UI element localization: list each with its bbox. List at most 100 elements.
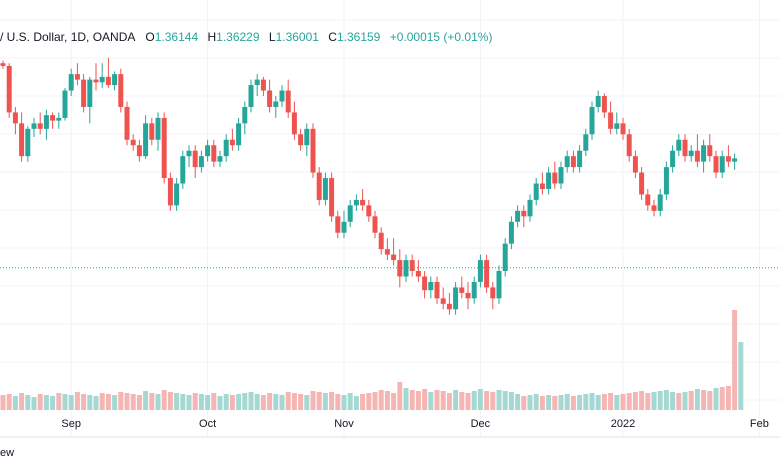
candle xyxy=(409,254,415,277)
volume-bar xyxy=(589,393,595,410)
candle xyxy=(105,57,111,88)
volume-bar xyxy=(130,394,136,410)
candle xyxy=(694,134,700,168)
candle xyxy=(608,101,614,135)
volume-bar xyxy=(577,395,583,410)
candle xyxy=(50,112,56,129)
candle-body xyxy=(415,271,421,277)
volume-bar xyxy=(620,394,626,410)
candle xyxy=(670,145,676,173)
volume-bar xyxy=(105,394,111,410)
candle-body xyxy=(620,123,626,135)
candle-body xyxy=(149,123,155,140)
candle-body xyxy=(533,183,539,200)
candle-body xyxy=(205,145,211,157)
volume-bar xyxy=(595,395,601,410)
volume-bar xyxy=(136,395,142,410)
volume-bar xyxy=(614,395,620,410)
x-tick-label: Sep xyxy=(61,418,81,430)
candle-body xyxy=(453,287,459,310)
candle xyxy=(62,87,68,121)
volume-bar xyxy=(223,394,229,410)
candle-body xyxy=(112,74,118,86)
volume-bar xyxy=(149,393,155,410)
candle xyxy=(285,79,291,118)
candle xyxy=(248,79,254,113)
candle-body xyxy=(446,303,452,310)
candle xyxy=(397,249,403,288)
candle-body xyxy=(682,139,688,157)
candle-body xyxy=(608,112,614,129)
volume-bar xyxy=(143,391,149,410)
price-candles xyxy=(0,57,738,315)
volume-bar xyxy=(186,395,192,410)
volume-bar xyxy=(198,394,204,410)
volume-bar xyxy=(217,396,223,410)
candle xyxy=(645,188,651,211)
candle xyxy=(515,205,521,228)
candle xyxy=(366,199,372,222)
candle xyxy=(713,150,719,179)
candle-body xyxy=(694,150,700,162)
volume-bar xyxy=(645,393,651,410)
candle xyxy=(378,227,384,255)
volume-bar xyxy=(546,395,552,410)
candle xyxy=(68,68,74,97)
close-label: C xyxy=(328,30,337,44)
candle xyxy=(725,145,731,168)
candle-body xyxy=(198,156,204,168)
candle xyxy=(732,153,738,170)
volume-bar xyxy=(465,393,471,410)
candle xyxy=(273,96,279,118)
candle-body xyxy=(248,85,254,107)
volume-bar xyxy=(161,390,167,410)
volume-bar xyxy=(384,391,390,410)
candle-body xyxy=(589,106,595,135)
volume-bar xyxy=(403,388,409,410)
volume-bar xyxy=(167,392,173,410)
candle xyxy=(211,139,217,168)
candle-body xyxy=(384,249,390,255)
volume-bar xyxy=(267,393,273,410)
volume-bar xyxy=(490,392,496,410)
volume-bar xyxy=(229,395,235,410)
candle-body xyxy=(515,210,521,222)
candle-body xyxy=(304,128,310,146)
candle-body xyxy=(291,112,297,135)
volume-bar xyxy=(242,393,248,410)
candle-body xyxy=(335,216,341,233)
candle-body xyxy=(124,106,130,140)
volume-bar xyxy=(521,396,527,410)
low-label: L xyxy=(268,30,276,44)
volume-bars xyxy=(0,310,744,410)
candle xyxy=(446,292,452,315)
volume-bar xyxy=(552,396,558,410)
volume-bar xyxy=(434,390,440,410)
volume-bar xyxy=(298,394,304,410)
volume-bar xyxy=(6,394,12,410)
candle-body xyxy=(81,79,87,107)
volume-bar xyxy=(428,392,434,410)
candle-body xyxy=(484,260,490,288)
candle-body xyxy=(539,183,545,189)
volume-bar xyxy=(533,394,539,410)
candle-body xyxy=(490,287,496,299)
volume-bar xyxy=(62,394,68,410)
chart-grid xyxy=(0,0,780,437)
volume-bar xyxy=(155,394,161,410)
candle xyxy=(496,265,502,304)
candle-body xyxy=(93,79,99,83)
candle-body xyxy=(676,139,682,151)
candle-body xyxy=(143,123,149,157)
candle-body xyxy=(329,178,335,217)
candle xyxy=(719,150,725,179)
candle-body xyxy=(19,123,25,157)
candle-body xyxy=(657,194,663,211)
candle xyxy=(508,216,514,250)
high-label: H xyxy=(207,30,217,44)
candle xyxy=(527,194,533,222)
candle-body xyxy=(626,134,632,157)
change-value: +0.00015 (+0.01%) xyxy=(389,30,493,44)
candle-body xyxy=(242,106,248,124)
